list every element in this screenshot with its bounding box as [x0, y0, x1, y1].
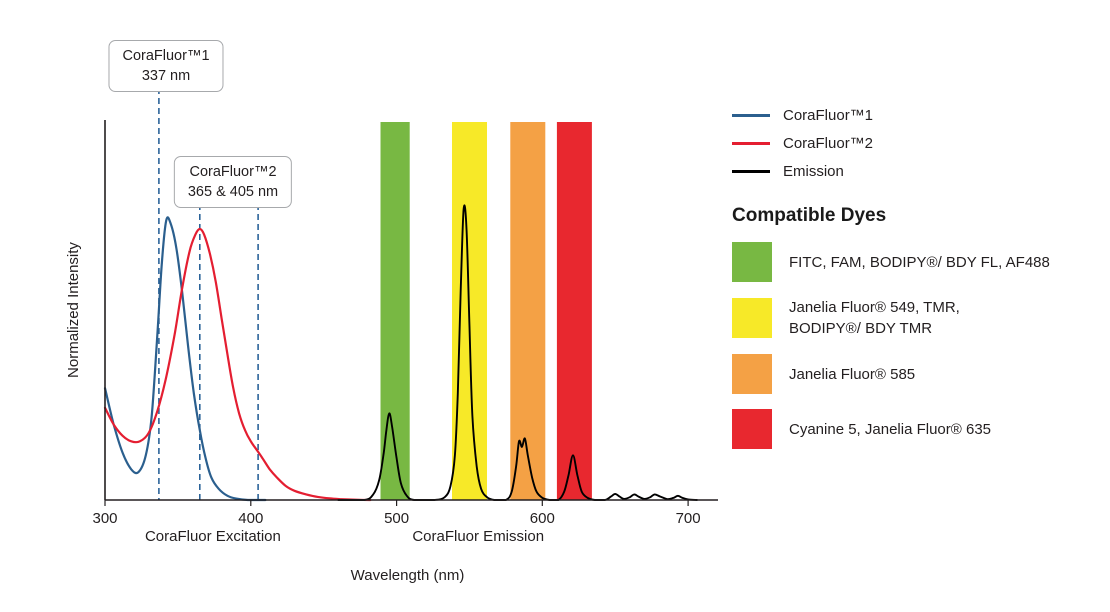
x-axis-title: Wavelength (nm) — [351, 567, 465, 584]
legend-label: CoraFluor™2 — [783, 134, 874, 152]
corafluor2-line-swatch — [732, 141, 770, 145]
legend-label: Emission — [783, 162, 844, 180]
green-swatch — [732, 242, 772, 282]
legend-item-corafluor1: CoraFluor™1 — [732, 101, 1104, 129]
dye-row-orange: Janelia Fluor® 585 — [732, 354, 1104, 394]
callout-corafluor1-name: CoraFluor™1 — [122, 48, 210, 64]
spectra-chart: 300 400 500 600 700 CoraFluor Excitation CoraF… — [65, 88, 718, 584]
dye-row-green: FITC, FAM, BODIPY®/ BDY FL, AF488 — [732, 242, 1104, 282]
excitation-section-label: CoraFluor Excitation — [145, 528, 281, 545]
x-tick-label: 600 — [530, 510, 555, 527]
callout-corafluor1: CoraFluor™1 337 nm — [108, 40, 224, 92]
x-tick-label: 400 — [238, 510, 263, 527]
emission-section-label: CoraFluor Emission — [412, 528, 544, 545]
callout-corafluor2: CoraFluor™2 365 & 405 nm — [173, 156, 293, 208]
dye-label-line: BODIPY®/ BDY TMR — [789, 320, 933, 337]
curve-corafluor1-excitation — [103, 216, 267, 502]
corafluor1-line-swatch — [732, 113, 770, 117]
dye-label-line: Janelia Fluor® 549, TMR, — [789, 299, 960, 316]
dye-row-red: Cyanine 5, Janelia Fluor® 635 — [732, 409, 1104, 449]
x-tick-label: 500 — [384, 510, 409, 527]
x-tick-label: 700 — [676, 510, 701, 527]
x-tick-label: 300 — [92, 510, 117, 527]
dye-label: FITC, FAM, BODIPY®/ BDY FL, AF488 — [789, 253, 1050, 271]
filter-band-red — [556, 122, 592, 500]
filter-band-orange — [510, 122, 546, 500]
dye-label: Cyanine 5, Janelia Fluor® 635 — [789, 420, 992, 438]
legend-label: CoraFluor™1 — [783, 106, 874, 124]
emission-line-swatch — [732, 169, 770, 173]
side-panel: CoraFluor™1 CoraFluor™2 Emission Compati… — [732, 101, 1104, 464]
yellow-swatch — [732, 298, 772, 338]
legend-item-emission: Emission — [732, 157, 1104, 185]
callout-corafluor2-wavelength: 365 & 405 nm — [187, 184, 279, 200]
red-swatch — [732, 409, 772, 449]
legend-item-corafluor2: CoraFluor™2 — [732, 129, 1104, 157]
callout-corafluor1-wavelength: 337 nm — [141, 68, 191, 84]
dye-row-yellow: Janelia Fluor® 549, TMR, BODIPY®/ BDY TM… — [732, 297, 1104, 339]
curve-emission — [337, 204, 698, 501]
y-axis-title: Normalized Intensity — [65, 242, 82, 378]
dye-label: Janelia Fluor® 585 — [789, 365, 916, 383]
orange-swatch — [732, 354, 772, 394]
compatible-dyes-title: Compatible Dyes — [732, 205, 887, 226]
callout-corafluor2-name: CoraFluor™2 — [189, 164, 277, 180]
curve-corafluor2-excitation — [103, 227, 372, 502]
dye-label: Janelia Fluor® 549, TMR, BODIPY®/ BDY TM… — [789, 297, 960, 339]
